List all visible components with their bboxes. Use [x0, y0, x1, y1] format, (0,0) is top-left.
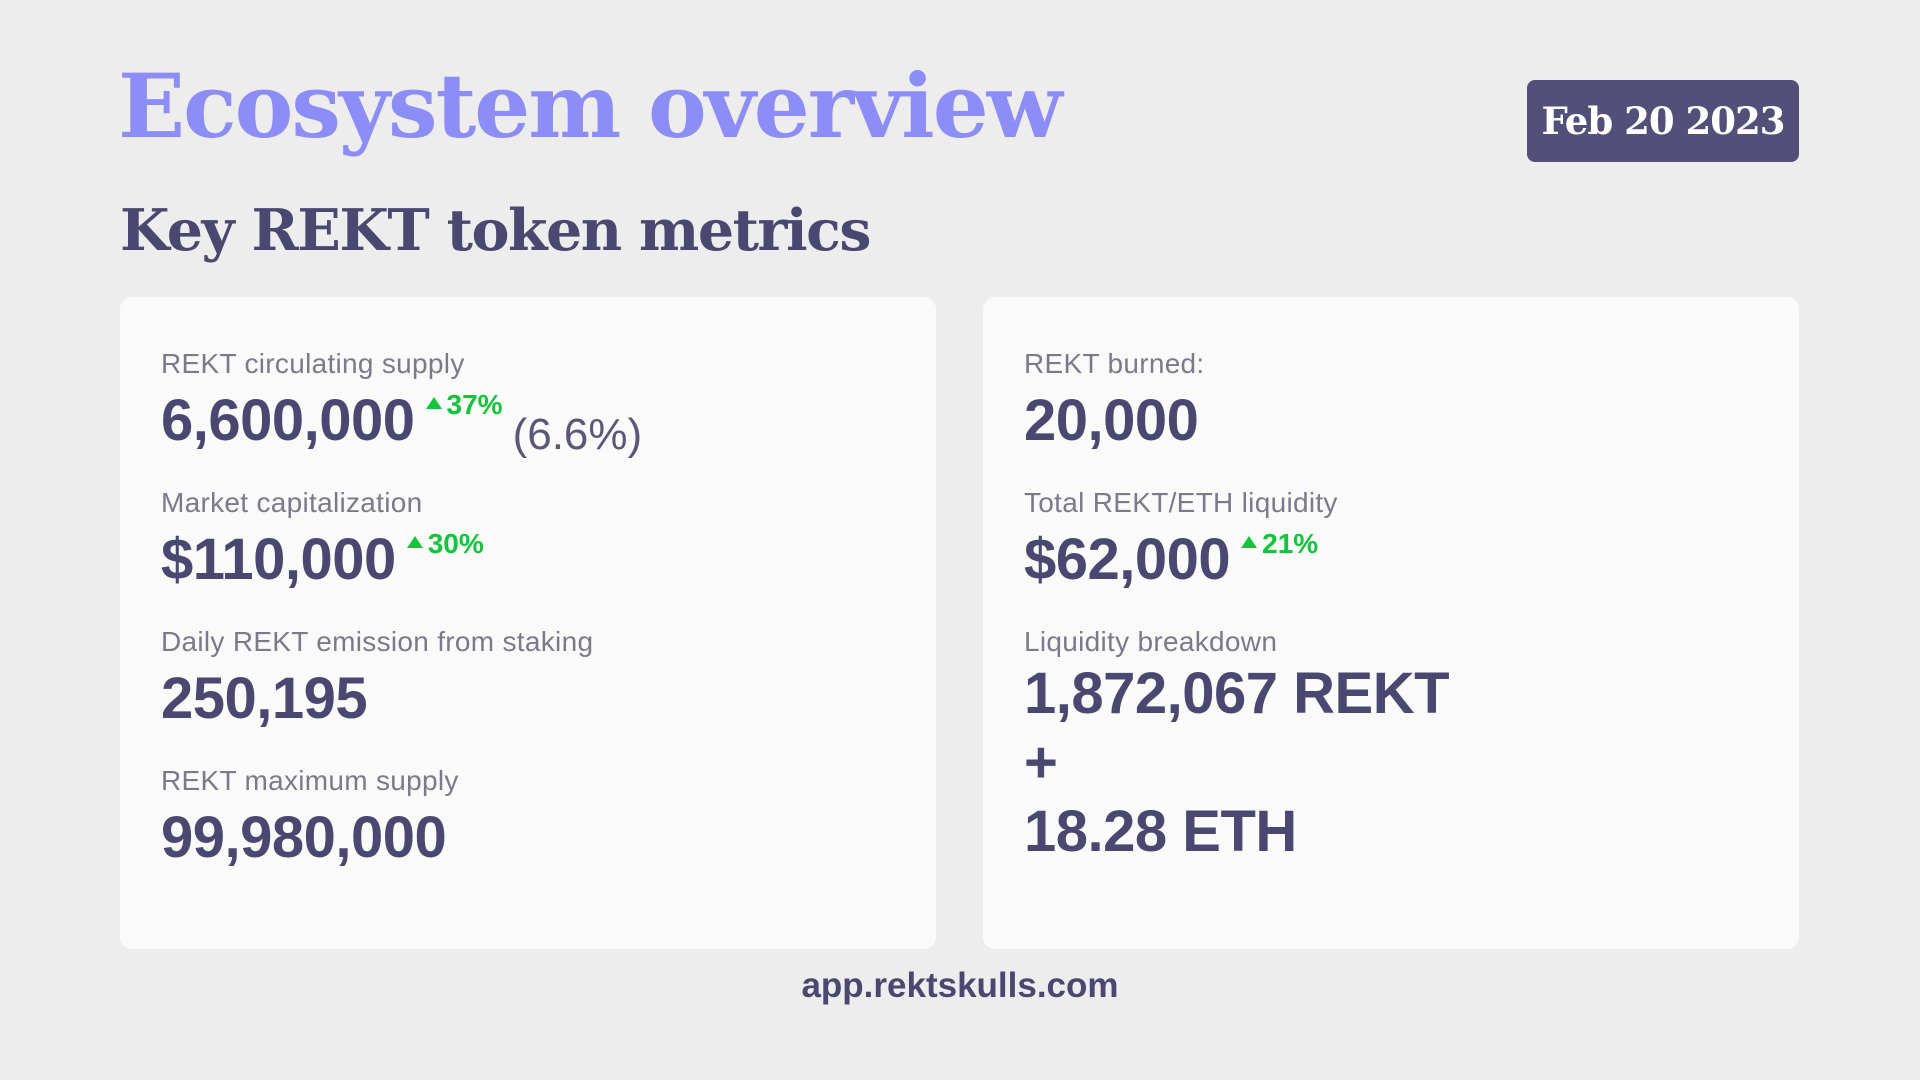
breakdown-eth: 18.28 ETH	[1024, 799, 1297, 864]
supply-percentage: (6.6%)	[512, 410, 643, 459]
footer-url: app.rektskulls.com	[801, 966, 1119, 1005]
metric-liquidity: Total REKT/ETH liquidity $62,000 21%	[1024, 486, 1759, 599]
metric-burned: REKT burned: 20,000	[1024, 347, 1759, 460]
breakdown-plus: +	[1024, 730, 1058, 795]
metric-label: Liquidity breakdown	[1024, 626, 1278, 657]
metric-value: $110,000	[161, 527, 396, 592]
page-subtitle: Key REKT token metrics	[120, 197, 871, 264]
triangle-up-icon	[425, 397, 442, 409]
metric-market-cap: Market capitalization $110,000 30%	[161, 486, 896, 599]
change-indicator: 37%	[425, 388, 503, 422]
metric-value: 6,600,000	[161, 388, 415, 453]
triangle-up-icon	[1241, 536, 1258, 548]
metric-daily-emission: Daily REKT emission from staking 250,195	[161, 625, 896, 738]
metric-label: REKT burned:	[1024, 348, 1205, 379]
page-title: Ecosystem overview	[118, 54, 1062, 158]
metric-label: REKT circulating supply	[161, 348, 465, 379]
date-badge: Feb 20 2023	[1527, 80, 1799, 162]
metrics-card-left: REKT circulating supply 6,600,000 37% (6…	[120, 297, 936, 949]
change-value: 37%	[446, 389, 503, 420]
change-value: 30%	[427, 528, 484, 559]
metric-liquidity-breakdown: Liquidity breakdown 1,872,067 REKT + 18.…	[1024, 625, 1759, 866]
breakdown-rekt: 1,872,067 REKT	[1024, 661, 1450, 726]
metric-label: Daily REKT emission from staking	[161, 626, 594, 657]
change-indicator: 30%	[406, 527, 484, 561]
metric-value: 99,980,000	[161, 805, 447, 870]
change-value: 21%	[1262, 528, 1319, 559]
metric-label: REKT maximum supply	[161, 765, 459, 796]
metric-value: $62,000	[1024, 527, 1231, 592]
metric-value: 250,195	[161, 666, 368, 731]
triangle-up-icon	[406, 536, 423, 548]
metric-max-supply: REKT maximum supply 99,980,000	[161, 764, 896, 877]
metric-circulating-supply: REKT circulating supply 6,600,000 37% (6…	[161, 347, 896, 460]
change-indicator: 21%	[1241, 527, 1318, 561]
metrics-card-right: REKT burned: 20,000 Total REKT/ETH liqui…	[983, 297, 1799, 949]
metric-label: Market capitalization	[161, 487, 423, 518]
metric-label: Total REKT/ETH liquidity	[1024, 487, 1338, 518]
metric-value: 20,000	[1024, 388, 1199, 453]
